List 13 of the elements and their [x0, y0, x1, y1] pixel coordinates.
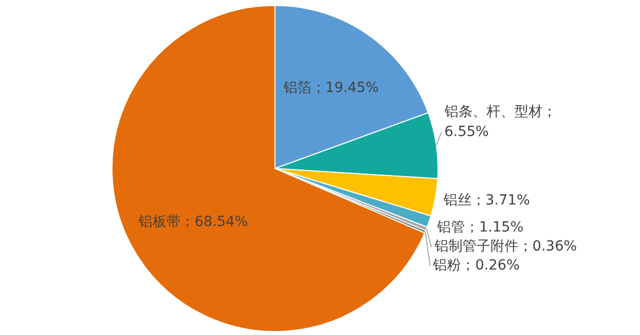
- slice-label: 铝粉: [432, 258, 462, 274]
- slice-label: 铝丝: [442, 192, 472, 209]
- slice-label: 铝条、杆、型材；6.55%: [443, 104, 556, 140]
- data-label: ；0.26%: [461, 258, 520, 274]
- data-label: ；1.15%: [465, 220, 524, 236]
- slice-label: 铝箔: [282, 80, 312, 96]
- data-label: ；68.54%: [180, 214, 248, 230]
- data-label: ；19.45%: [311, 80, 379, 96]
- slice-label: 铝制管子附件: [433, 238, 518, 255]
- slice-label: 铝板带: [138, 214, 181, 230]
- slice-label: 铝管: [436, 220, 466, 236]
- data-label: ；0.36%: [518, 238, 577, 255]
- data-label: ；3.71%: [471, 192, 530, 209]
